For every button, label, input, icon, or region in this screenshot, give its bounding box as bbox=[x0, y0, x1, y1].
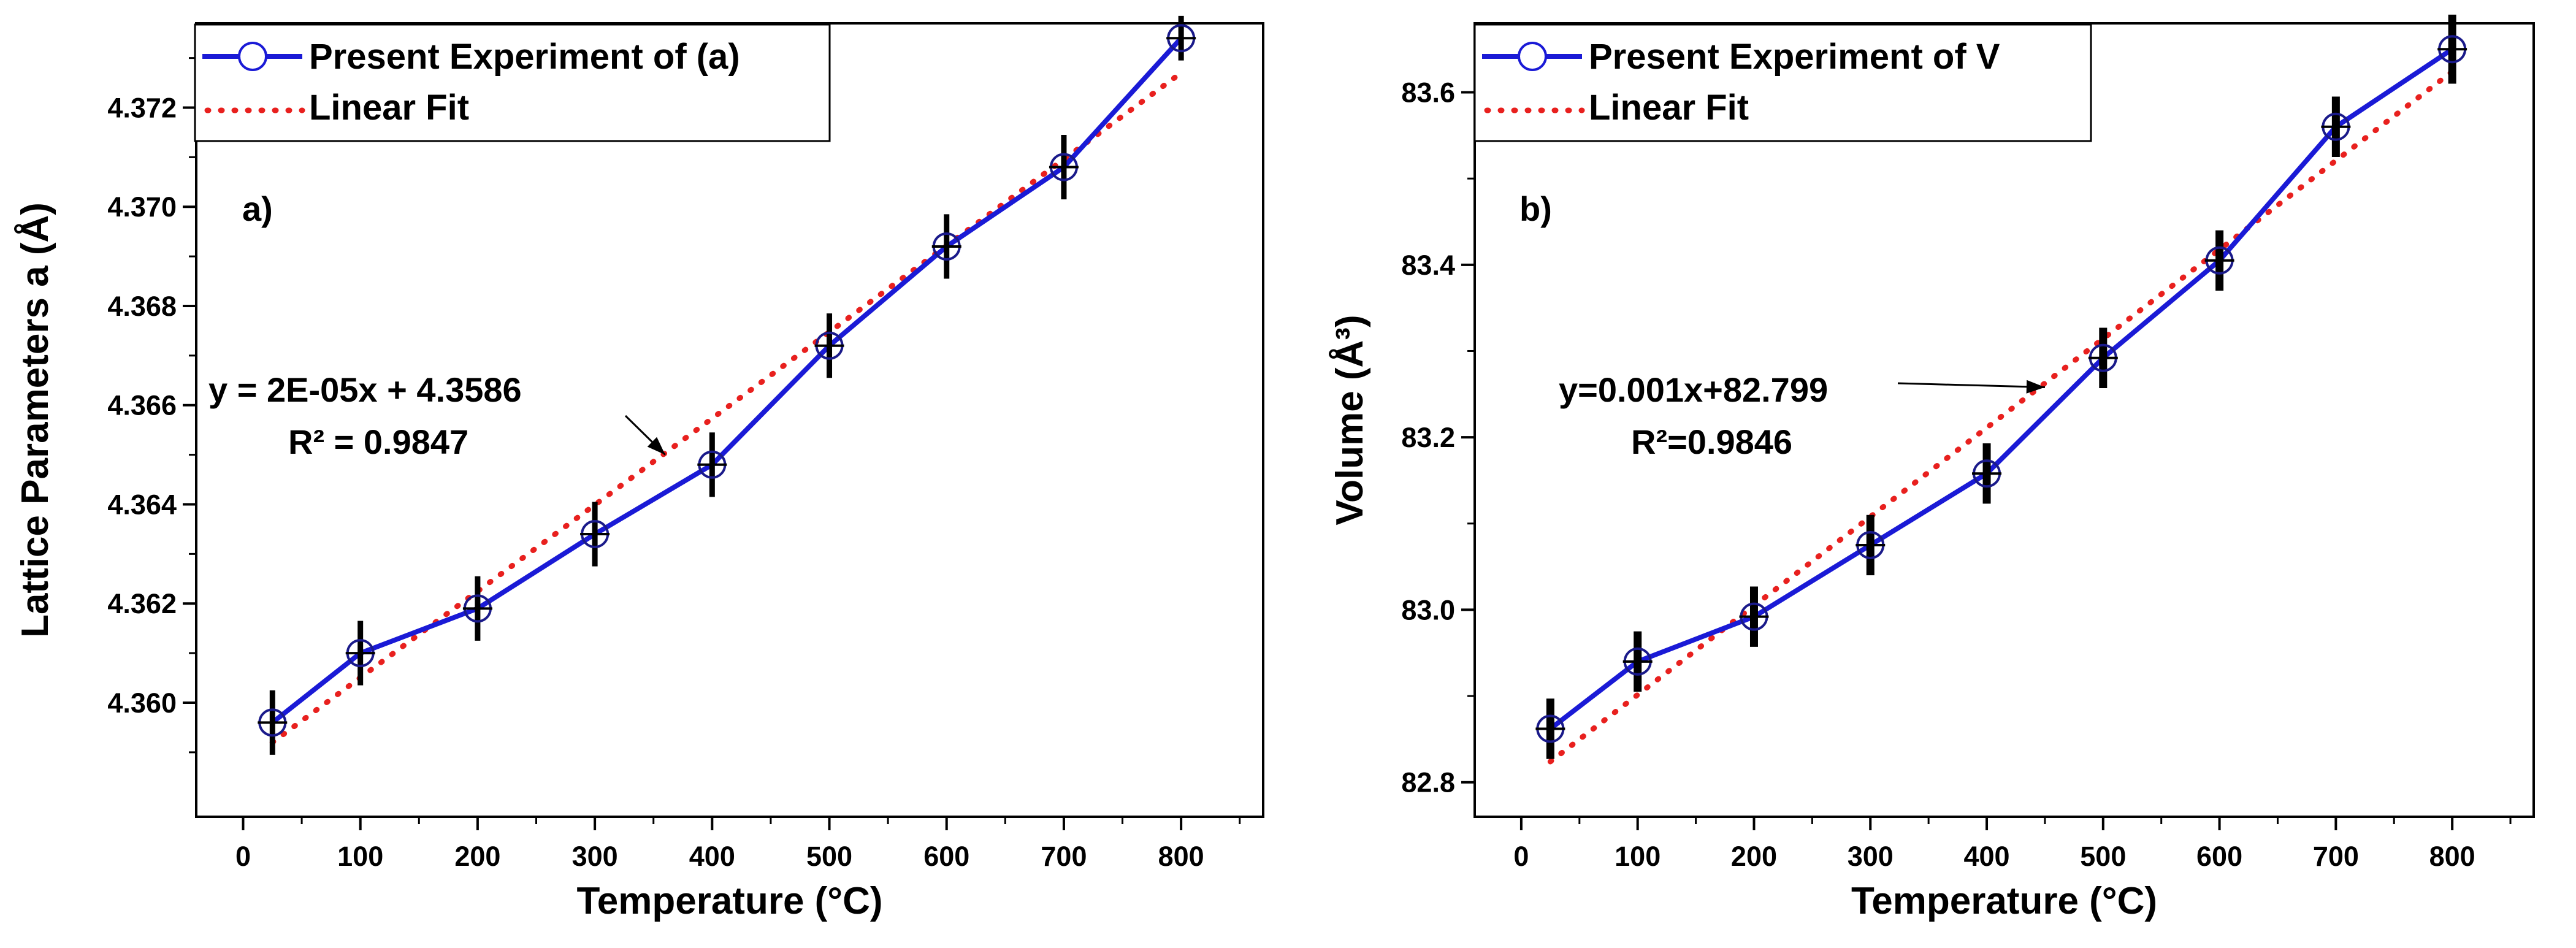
legend-label-fit: Linear Fit bbox=[1589, 88, 1749, 128]
chart-panel-b: 0 100 200 300 400 500 600 700 800 82.8 83.0 83.2 83.… bbox=[1329, 14, 2535, 922]
y-tick-label: 83.0 bbox=[1401, 594, 1455, 625]
fit-r-squared: R² = 0.9847 bbox=[288, 422, 468, 461]
panel-label: b) bbox=[1519, 189, 1552, 228]
x-tick-label: 800 bbox=[2429, 841, 2475, 872]
x-tick-label: 400 bbox=[1963, 841, 2009, 872]
legend-label-experiment: Present Experiment of (a) bbox=[309, 37, 740, 77]
x-tick-label: 100 bbox=[1615, 841, 1661, 872]
y-tick-label: 4.362 bbox=[107, 588, 177, 619]
x-tick-label: 300 bbox=[1848, 841, 1894, 872]
x-tick-label: 500 bbox=[2080, 841, 2126, 872]
y-axis-label: Volume (Å³) bbox=[1329, 315, 1371, 525]
plot-frame bbox=[195, 22, 1264, 818]
y-tick-label: 4.360 bbox=[107, 687, 177, 719]
y-tick-label: 83.2 bbox=[1401, 422, 1455, 453]
legend-label-fit: Linear Fit bbox=[309, 88, 469, 128]
annotation-arrow-head bbox=[2026, 380, 2045, 394]
x-tick-label: 0 bbox=[1513, 841, 1529, 872]
x-tick-label: 0 bbox=[235, 841, 251, 872]
x-tick-label: 300 bbox=[572, 841, 618, 872]
annotation-arrow-line bbox=[1897, 382, 2045, 389]
y-tick-label: 4.368 bbox=[107, 291, 177, 322]
fit-equation: y=0.001x+82.799 bbox=[1559, 370, 1828, 409]
fit-r-squared: R²=0.9846 bbox=[1631, 422, 1792, 461]
annotation-arrow-head bbox=[647, 437, 665, 455]
x-tick-label: 700 bbox=[1041, 841, 1087, 872]
legend-marker-experiment bbox=[238, 42, 267, 71]
x-axis-label: Temperature (°C) bbox=[1851, 880, 2157, 922]
fit-equation: y = 2E-05x + 4.3586 bbox=[208, 370, 522, 409]
x-tick-label: 600 bbox=[2196, 841, 2242, 872]
legend-marker-experiment bbox=[1518, 42, 1547, 71]
y-tick-label: 83.6 bbox=[1401, 77, 1455, 109]
panel-label: a) bbox=[242, 189, 273, 228]
legend-box bbox=[194, 23, 831, 142]
x-axis-label: Temperature (°C) bbox=[576, 880, 882, 922]
chart-panel-a: 0 100 200 300 400 500 600 700 800 4.360 4.362 4.364… bbox=[14, 15, 1264, 922]
y-axis-label: Lattice Parameters a (Å) bbox=[14, 202, 56, 638]
x-tick-label: 200 bbox=[1731, 841, 1777, 872]
y-tick-label: 83.4 bbox=[1401, 250, 1455, 281]
y-tick-label: 4.372 bbox=[107, 92, 177, 123]
x-tick-label: 600 bbox=[923, 841, 969, 872]
x-tick-label: 700 bbox=[2313, 841, 2359, 872]
legend-box bbox=[1473, 23, 2092, 142]
x-tick-label: 400 bbox=[689, 841, 735, 872]
x-tick-label: 500 bbox=[806, 841, 852, 872]
linear-fit-line bbox=[1547, 69, 2455, 765]
y-tick-label: 4.370 bbox=[107, 191, 177, 223]
y-tick-label: 82.8 bbox=[1401, 767, 1455, 798]
x-tick-label: 200 bbox=[454, 841, 500, 872]
legend-label-experiment: Present Experiment of V bbox=[1589, 37, 2000, 77]
x-tick-label: 800 bbox=[1158, 841, 1204, 872]
y-tick-label: 4.364 bbox=[107, 489, 177, 520]
plot-frame bbox=[1473, 22, 2535, 818]
x-tick-label: 100 bbox=[337, 841, 383, 872]
y-tick-label: 4.366 bbox=[107, 390, 177, 421]
